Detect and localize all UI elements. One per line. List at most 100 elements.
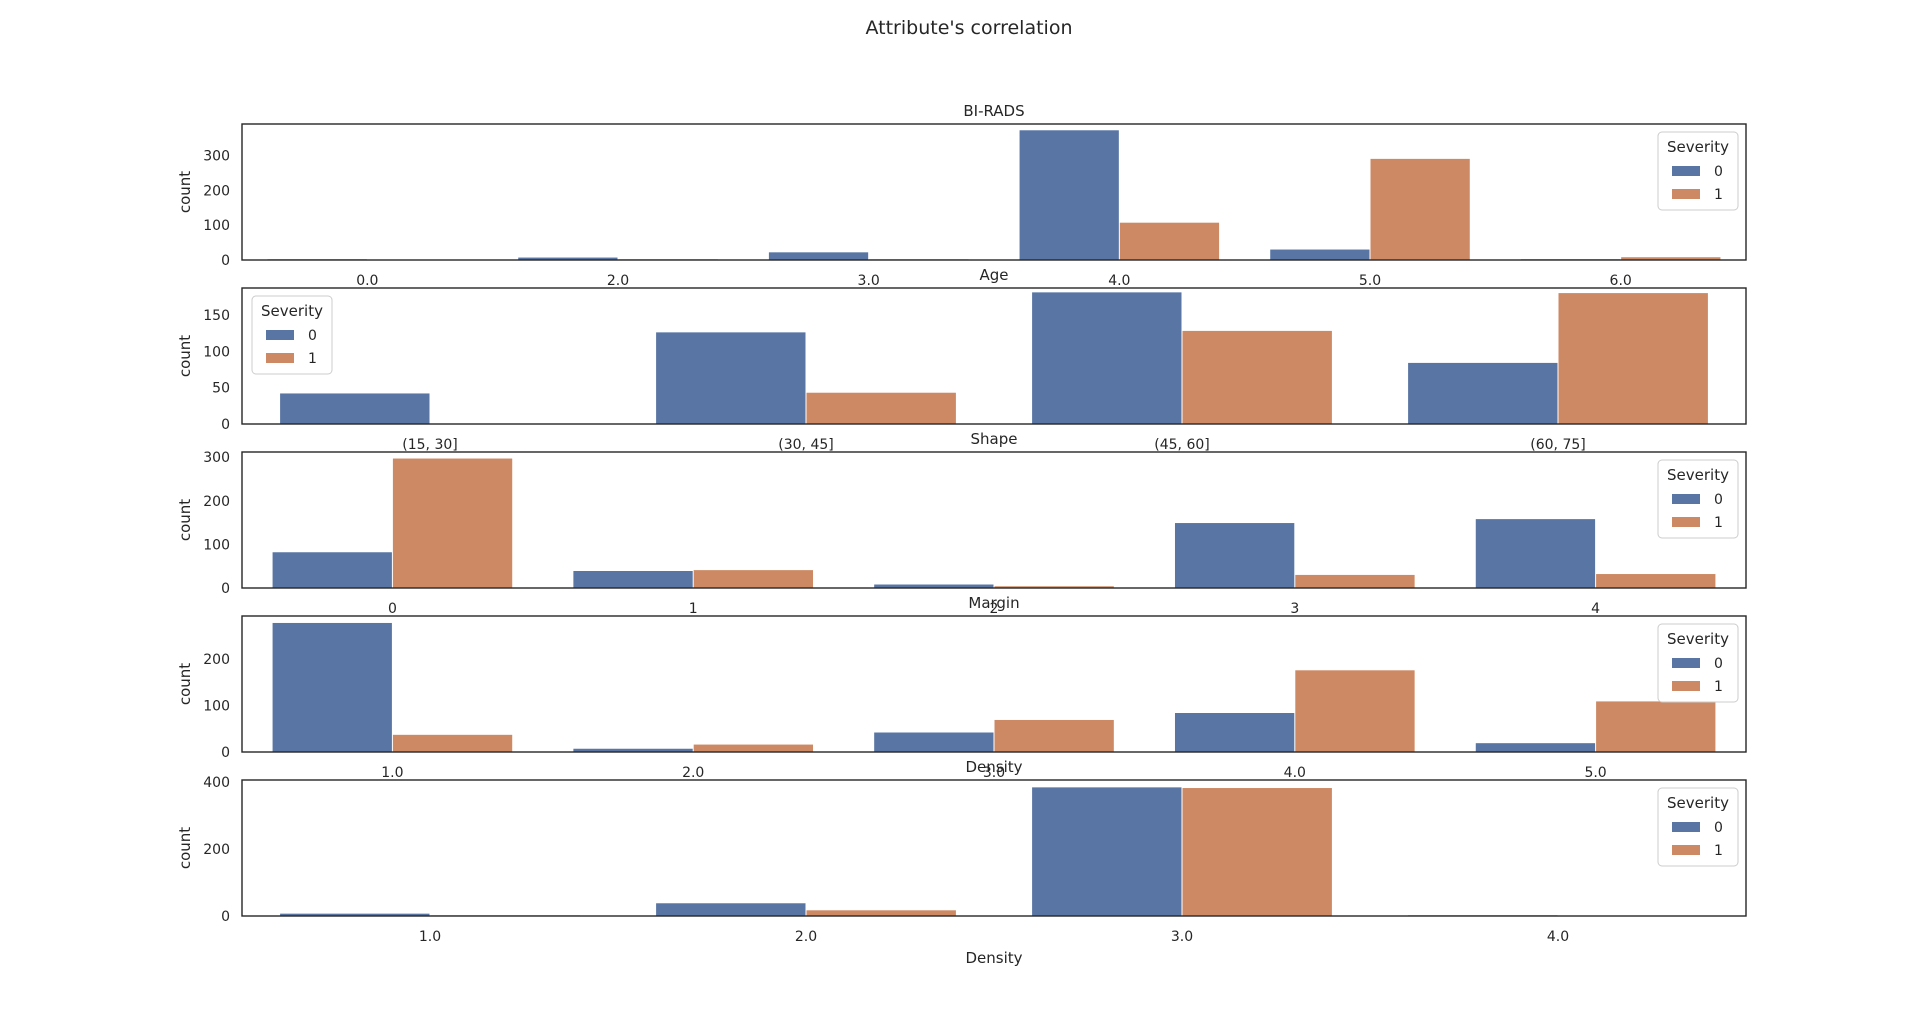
- legend-title: Severity: [1667, 794, 1729, 812]
- x-tick-label: 3.0: [858, 273, 880, 289]
- legend-title: Severity: [261, 302, 323, 320]
- bar-series-1-2: [994, 586, 1114, 588]
- legend-label-1: 1: [1714, 679, 1723, 695]
- bar-series-0-2: [874, 732, 994, 752]
- bar-series-0-2: [768, 252, 869, 260]
- legend-title: Severity: [1667, 138, 1729, 156]
- y-tick-label: 50: [212, 381, 230, 397]
- legend-swatch-1: [266, 353, 294, 363]
- y-tick-label: 200: [203, 183, 230, 199]
- bar-series-0-2: [1032, 292, 1182, 424]
- bar-series-1-0: [392, 458, 513, 588]
- x-tick-label: 2.0: [795, 929, 817, 945]
- plot-frame: [241, 123, 1747, 261]
- bar-series-1-3: [1558, 293, 1708, 424]
- y-axis-label: count: [176, 335, 194, 377]
- bar-series-1-3: [1295, 574, 1415, 588]
- legend-label-1: 1: [308, 351, 317, 367]
- y-tick-label: 0: [221, 253, 230, 269]
- legend-swatch-1: [1672, 189, 1700, 199]
- x-tick-label: 6.0: [1610, 273, 1632, 289]
- x-tick-label: 2.0: [682, 765, 704, 781]
- x-tick-label: 1.0: [419, 929, 441, 945]
- figure-title: Attribute's correlation: [865, 17, 1072, 39]
- y-tick-label: 0: [221, 745, 230, 761]
- legend-title: Severity: [1667, 630, 1729, 648]
- panel-title: Margin: [968, 594, 1019, 612]
- bar-series-1-3: [1119, 222, 1220, 260]
- legend-label-0: 0: [308, 328, 317, 344]
- plot-frame: [241, 451, 1747, 589]
- bar-series-1-2: [1182, 330, 1332, 424]
- y-tick-label: 100: [203, 344, 230, 360]
- legend-swatch-1: [1672, 845, 1700, 855]
- bar-series-1-1: [693, 570, 814, 588]
- legend-label-0: 0: [1714, 164, 1723, 180]
- legend: Severity 0 1: [1657, 623, 1739, 703]
- bar-series-0-3: [1174, 523, 1295, 588]
- bar-series-0-1: [656, 903, 806, 916]
- y-tick-label: 300: [203, 148, 230, 164]
- bar-series-0-0: [280, 393, 430, 424]
- x-tick-label: (60, 75]: [1530, 437, 1585, 453]
- x-tick-label: 1: [689, 601, 698, 617]
- y-tick-label: 0: [221, 417, 230, 433]
- y-tick-label: 200: [203, 842, 230, 858]
- bar-series-1-4: [1596, 701, 1716, 752]
- bar-series-0-1: [518, 257, 618, 260]
- x-tick-label: 5.0: [1359, 273, 1381, 289]
- bar-series-0-4: [1475, 519, 1596, 588]
- bar-series-0-2: [1032, 787, 1182, 916]
- legend-swatch-0: [1672, 494, 1700, 504]
- y-axis-label: count: [176, 663, 194, 705]
- panel-age: Age 0 50 100 150 (15, 30] (30, 45] (45, 60] (60,…: [176, 266, 1747, 453]
- bar-series-0-0: [272, 552, 392, 588]
- y-axis-label: count: [176, 827, 194, 869]
- bar-series-0-1: [656, 332, 806, 424]
- bar-series-1-5: [1621, 257, 1721, 260]
- legend-swatch-0: [266, 330, 294, 340]
- bar-series-1-2: [1182, 788, 1332, 916]
- bar-series-0-4: [1475, 743, 1596, 752]
- bar-series-0-4: [1270, 249, 1370, 260]
- panel-density: Density 0 200 400 1.0 2.0 3.0 4.0 count Density Se…: [176, 758, 1747, 967]
- panel-title: BI-RADS: [963, 102, 1024, 120]
- legend: Severity 0 1: [1657, 459, 1739, 539]
- legend: Severity 0 1: [251, 295, 333, 375]
- bar-series-0-3: [1174, 713, 1295, 752]
- y-tick-label: 200: [203, 652, 230, 668]
- y-tick-label: 0: [221, 909, 230, 925]
- panel-shape: Shape 0 100 200 300 0 1 2 3 4 count Severity 0 1: [176, 430, 1747, 617]
- x-tick-label: 1.0: [381, 765, 403, 781]
- bar-series-1-4: [1370, 158, 1470, 260]
- x-tick-label: 4.0: [1108, 273, 1130, 289]
- y-tick-label: 0: [221, 581, 230, 597]
- x-tick-label: 0: [388, 601, 397, 617]
- legend-label-0: 0: [1714, 492, 1723, 508]
- y-tick-label: 400: [203, 775, 230, 791]
- y-axis-label: count: [176, 171, 194, 213]
- x-tick-label: 4: [1591, 601, 1600, 617]
- x-axis-label: Density: [965, 949, 1022, 967]
- bar-series-0-1: [573, 571, 693, 588]
- y-tick-label: 100: [203, 218, 230, 234]
- bar-series-0-3: [1019, 130, 1119, 260]
- bar-series-0-3: [1408, 362, 1558, 424]
- x-tick-label: 4.0: [1284, 765, 1306, 781]
- legend-swatch-1: [1672, 681, 1700, 691]
- bar-series-0-1: [573, 748, 693, 752]
- x-tick-label: 2: [990, 601, 999, 617]
- bar-series-1-1: [806, 392, 956, 424]
- legend-swatch-1: [1672, 517, 1700, 527]
- x-tick-label: 0.0: [356, 273, 378, 289]
- bar-series-0-0: [280, 913, 430, 916]
- y-tick-label: 100: [203, 537, 230, 553]
- legend-label-1: 1: [1714, 187, 1723, 203]
- plot-frame: [241, 287, 1747, 425]
- legend: Severity 0 1: [1657, 131, 1739, 211]
- panel-title: Age: [979, 266, 1008, 284]
- x-tick-label: 3: [1290, 601, 1299, 617]
